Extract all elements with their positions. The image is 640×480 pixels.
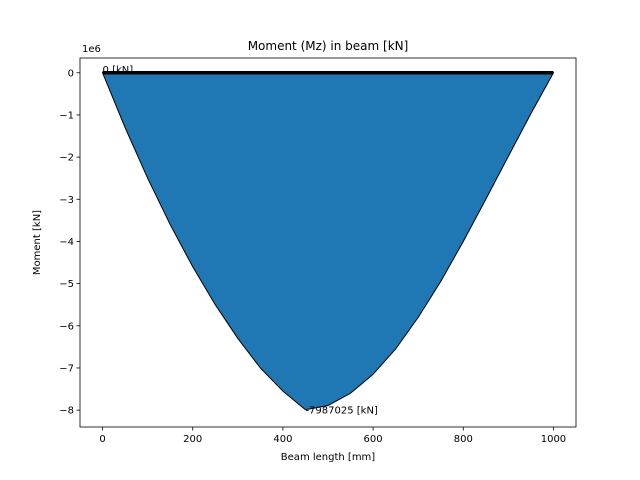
y-tick-label: −5: [59, 279, 74, 290]
x-axis-label: Beam length [mm]: [281, 452, 375, 463]
y-tick-label: −1: [59, 110, 74, 121]
chart-title: Moment (Mz) in beam [kN]: [248, 39, 409, 53]
y-axis-offset-label: 1e6: [82, 44, 101, 55]
moment-area: [101, 72, 555, 411]
y-tick-label: −6: [59, 321, 74, 332]
axes-frame: [79, 57, 577, 428]
y-tick-label: −7: [59, 363, 74, 374]
y-tick-label: −8: [59, 406, 74, 417]
x-tick-label: 0: [99, 434, 105, 445]
plot-area: [101, 71, 555, 411]
annotations: 0 [kN] -7987025 [kN]: [103, 65, 378, 417]
x-tick-label: 400: [273, 434, 292, 445]
y-tick-label: −2: [59, 153, 74, 164]
x-axis: 0 200 400 600 800 1000: [99, 427, 566, 445]
y-axis-label: Moment [kN]: [32, 210, 43, 275]
x-tick-label: 800: [454, 434, 473, 445]
zero-moment-label: 0 [kN]: [103, 65, 134, 76]
y-tick-label: −3: [59, 195, 74, 206]
x-tick-label: 200: [183, 434, 202, 445]
max-moment-label: -7987025 [kN]: [305, 406, 377, 417]
y-axis: 0 −1 −2 −3 −4 −5 −6 −7 −8: [59, 68, 80, 417]
y-tick-label: 0: [68, 68, 74, 79]
x-tick-label: 1000: [541, 434, 566, 445]
x-tick-label: 600: [364, 434, 383, 445]
y-tick-label: −4: [59, 237, 74, 248]
